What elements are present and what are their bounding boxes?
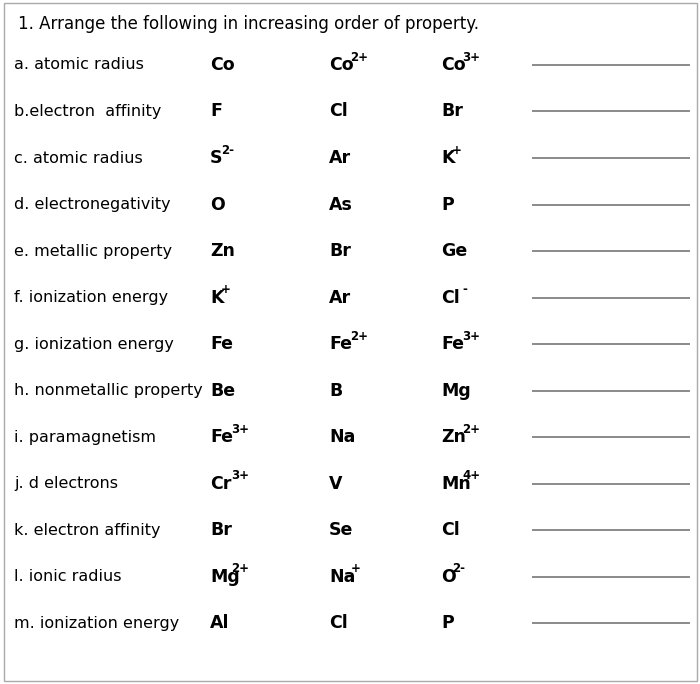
Text: 4+: 4+ <box>463 469 481 482</box>
Text: 2-: 2- <box>452 562 465 575</box>
Text: Cl: Cl <box>329 614 348 632</box>
Text: Co: Co <box>329 56 354 74</box>
Text: 3+: 3+ <box>463 330 480 343</box>
Text: Ar: Ar <box>329 149 351 167</box>
Text: Be: Be <box>210 382 235 399</box>
Text: Se: Se <box>329 521 354 539</box>
Text: Mn: Mn <box>441 475 470 492</box>
Text: Na: Na <box>329 428 356 446</box>
Text: 3+: 3+ <box>232 469 249 482</box>
Text: k. electron affinity: k. electron affinity <box>14 523 160 538</box>
Text: Co: Co <box>210 56 235 74</box>
Text: Br: Br <box>329 242 351 260</box>
Text: i. paramagnetism: i. paramagnetism <box>14 430 156 445</box>
Text: 3+: 3+ <box>463 51 480 64</box>
Text: -: - <box>463 283 468 296</box>
Text: l. ionic radius: l. ionic radius <box>14 569 122 584</box>
Text: Mg: Mg <box>210 568 239 586</box>
Text: Zn: Zn <box>210 242 235 260</box>
Text: 2-: 2- <box>220 144 234 157</box>
Text: Mg: Mg <box>441 382 470 399</box>
Text: Co: Co <box>441 56 466 74</box>
Text: Zn: Zn <box>441 428 466 446</box>
Text: O: O <box>441 568 456 586</box>
Text: 1. Arrange the following in increasing order of property.: 1. Arrange the following in increasing o… <box>18 15 479 33</box>
Text: As: As <box>329 196 353 213</box>
Text: B: B <box>329 382 342 399</box>
Text: Cl: Cl <box>441 521 460 539</box>
Text: Br: Br <box>441 103 463 120</box>
Text: P: P <box>441 614 454 632</box>
Text: Br: Br <box>210 521 232 539</box>
Text: K: K <box>441 149 454 167</box>
Text: Ge: Ge <box>441 242 468 260</box>
Text: 2+: 2+ <box>351 51 368 64</box>
Text: c. atomic radius: c. atomic radius <box>14 150 143 166</box>
Text: Cl: Cl <box>441 289 460 306</box>
Text: 3+: 3+ <box>232 423 249 436</box>
Text: Al: Al <box>210 614 230 632</box>
Text: +: + <box>452 144 461 157</box>
Text: Fe: Fe <box>329 335 352 353</box>
Text: h. nonmetallic property: h. nonmetallic property <box>14 383 203 398</box>
Text: a. atomic radius: a. atomic radius <box>14 57 144 73</box>
Text: m. ionization energy: m. ionization energy <box>14 616 179 631</box>
Text: Na: Na <box>329 568 356 586</box>
Text: +: + <box>351 562 360 575</box>
Text: b.electron  affinity: b.electron affinity <box>14 104 162 119</box>
Text: Cl: Cl <box>329 103 348 120</box>
Text: P: P <box>441 196 454 213</box>
Text: j. d electrons: j. d electrons <box>14 476 118 491</box>
Text: 2+: 2+ <box>351 330 368 343</box>
Text: g. ionization energy: g. ionization energy <box>14 337 174 352</box>
Text: S: S <box>210 149 223 167</box>
Text: f. ionization energy: f. ionization energy <box>14 290 168 305</box>
Text: O: O <box>210 196 225 213</box>
Text: Cr: Cr <box>210 475 232 492</box>
Text: F: F <box>210 103 222 120</box>
Text: K: K <box>210 289 223 306</box>
Text: e. metallic property: e. metallic property <box>14 244 172 259</box>
Text: Fe: Fe <box>210 335 233 353</box>
Text: Fe: Fe <box>441 335 464 353</box>
Text: 2+: 2+ <box>232 562 249 575</box>
Text: Fe: Fe <box>210 428 233 446</box>
Text: 2+: 2+ <box>463 423 480 436</box>
Text: V: V <box>329 475 342 492</box>
Text: d. electronegativity: d. electronegativity <box>14 197 171 212</box>
Text: Ar: Ar <box>329 289 351 306</box>
Text: +: + <box>220 283 230 296</box>
